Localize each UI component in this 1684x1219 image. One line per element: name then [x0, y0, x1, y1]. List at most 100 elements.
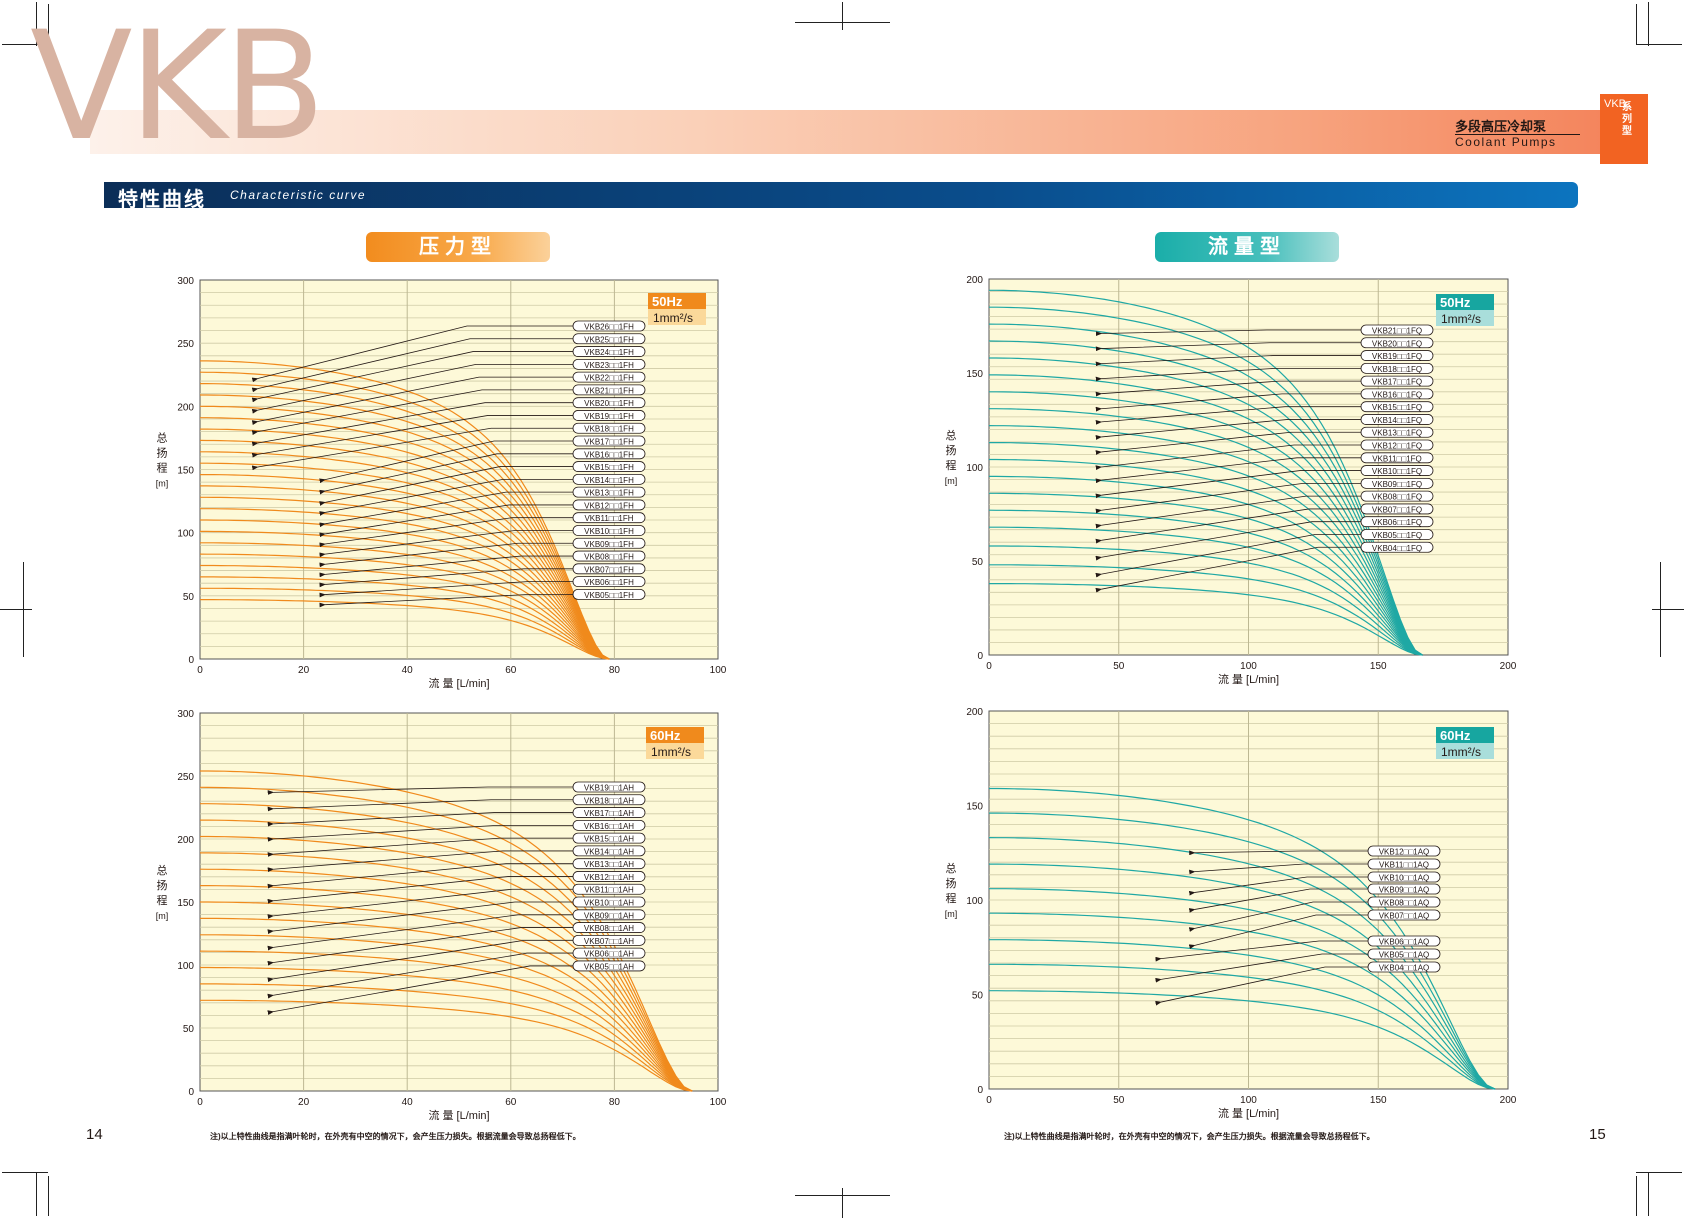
series-label-box [1360, 465, 1434, 476]
page-number-right: 15 [1589, 1126, 1606, 1143]
crop-mark [1636, 1172, 1682, 1173]
series-label: VKB08□□1FH [584, 553, 634, 562]
series-line [199, 950, 693, 1092]
series-label: VKB26□□1FH [584, 323, 634, 332]
series-line [989, 939, 1496, 1090]
leader-line [267, 965, 573, 1015]
series-label: VKB14□□1FH [584, 476, 634, 485]
product-title-en: Coolant Pumps [1455, 135, 1557, 149]
frequency-badge [648, 293, 706, 309]
series-label: VKB19□□1AH [584, 784, 634, 793]
crop-mark [1660, 562, 1661, 657]
series-line [200, 599, 610, 660]
leader-line [1188, 888, 1368, 913]
series-label: VKB09□□1FQ [1372, 480, 1422, 489]
leader-line [267, 901, 573, 935]
series-label: VKB05□□1FH [584, 591, 634, 600]
series-label-box [1360, 337, 1434, 349]
series-line [989, 475, 1423, 656]
series-label-box [572, 346, 646, 357]
series-label: VKB14□□1FQ [1372, 416, 1422, 425]
series-label-box [572, 461, 646, 472]
series-tab-label: 系列型 [1622, 102, 1632, 137]
x-tick-label: 0 [986, 661, 992, 672]
crop-mark [36, 1172, 37, 1216]
series-label-box [1367, 845, 1441, 857]
crop-mark [48, 1176, 49, 1216]
viscosity-badge [1436, 743, 1494, 759]
leader-line [1188, 876, 1368, 896]
series-label: VKB15□□1AH [584, 835, 634, 844]
series-label-box [1360, 439, 1434, 451]
x-tick-label: 200 [1500, 661, 1517, 672]
y-axis-label: 扬 [157, 878, 168, 892]
series-line [989, 912, 1496, 1090]
series-line [200, 966, 693, 1092]
series-label-box [1367, 909, 1441, 921]
x-axis-label: 流 量 [L/min] [428, 676, 489, 690]
y-tick-label: 50 [972, 991, 984, 1002]
leader-line [319, 440, 573, 484]
series-label-box [1360, 375, 1434, 387]
series-line [200, 564, 610, 660]
series-line [200, 934, 693, 1092]
product-title-cn: 多段高压冷却泵 [1455, 119, 1547, 134]
series-label-box [1360, 388, 1434, 400]
series-label: VKB23□□1FH [584, 361, 634, 370]
series-label: VKB16□□1AH [584, 822, 634, 831]
y-tick-label: 200 [966, 275, 983, 286]
series-label-box [1367, 883, 1441, 895]
series-line [989, 442, 1423, 656]
leader-line [1155, 966, 1368, 1006]
series-label-box [572, 525, 646, 536]
viscosity-label: 1mm²/s [1441, 745, 1481, 759]
series-label-box [572, 448, 646, 460]
series-label: VKB25□□1FH [584, 335, 634, 344]
y-tick-label: 250 [177, 339, 194, 350]
leader-line [1095, 495, 1361, 529]
crop-mark [1636, 4, 1637, 44]
crop-mark [2, 1172, 48, 1173]
leader-line [251, 415, 573, 458]
series-line [200, 474, 610, 660]
y-tick-label: 0 [188, 655, 194, 666]
series-label: VKB18□□1FH [584, 425, 634, 434]
section-title-bar: 特性曲线 Characteristic curve [104, 182, 1578, 211]
leader-line [319, 517, 573, 548]
y-axis-label: 程 [946, 459, 957, 472]
divider [1455, 134, 1580, 135]
leader-line [267, 927, 573, 966]
crop-mark [1648, 1172, 1649, 1216]
leader-line [251, 427, 573, 471]
leader-line [267, 952, 573, 999]
x-tick-label: 200 [1500, 1095, 1517, 1106]
leader-line [1188, 901, 1368, 932]
series-label-box [572, 512, 646, 524]
series-label-box [1360, 477, 1434, 489]
series-label: VKB19□□1FH [584, 412, 634, 421]
series-line [199, 405, 610, 660]
series-label: VKB06□□1FQ [1372, 518, 1422, 527]
series-label-box [572, 794, 646, 806]
series-label-box [572, 896, 646, 908]
leader-line [319, 530, 573, 558]
series-label: VKB07□□1AQ [1379, 912, 1430, 921]
series-line [200, 451, 610, 660]
y-axis-label: 扬 [946, 876, 957, 890]
series-label: VKB06□□1AH [584, 950, 634, 959]
series-label: VKB04□□1AQ [1379, 964, 1430, 973]
series-line [989, 408, 1423, 656]
series-label: VKB13□□1FH [584, 489, 634, 498]
series-label-box [572, 947, 646, 959]
leader-line [251, 389, 573, 435]
series-line [989, 289, 1423, 656]
y-axis-label: [m] [945, 909, 958, 919]
series-label: VKB15□□1FQ [1372, 403, 1422, 412]
leader-line [1095, 329, 1361, 337]
leader-line [319, 581, 573, 598]
series-line [200, 394, 610, 660]
series-line [200, 360, 610, 660]
series-label: VKB16□□1FQ [1372, 390, 1422, 399]
series-label-box [572, 845, 646, 857]
series-line [989, 391, 1423, 656]
